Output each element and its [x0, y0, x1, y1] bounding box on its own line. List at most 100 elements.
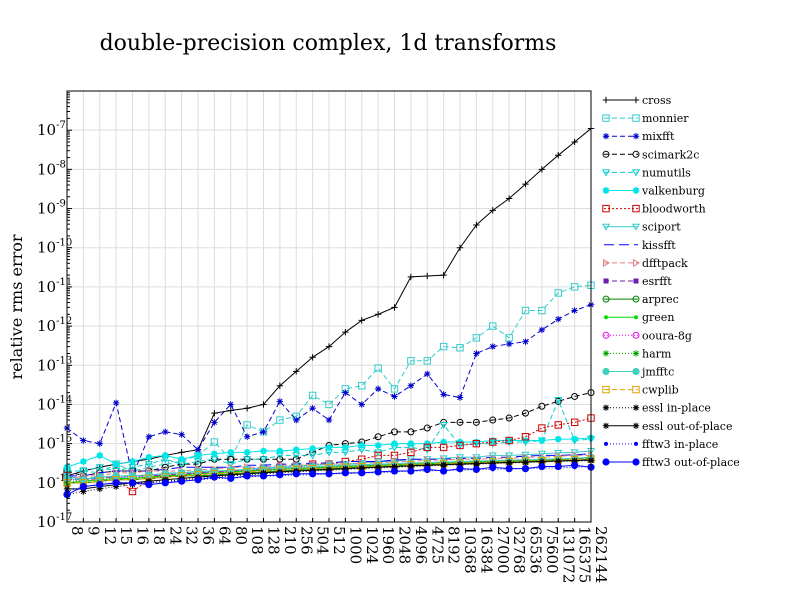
- data-point-mixfft: [309, 405, 316, 412]
- data-point-valkenburg: [243, 449, 251, 456]
- data-point-monnier: [325, 400, 333, 409]
- data-point-cross: [211, 409, 218, 417]
- y-tick-label: 10-12: [37, 316, 72, 335]
- legend-entry-fftw3-out-of-place: fftw3 out-of-place: [602, 456, 740, 469]
- legend-entry-scimark2c: scimark2c: [602, 148, 699, 161]
- data-point-fftw3-out-of-place: [407, 467, 415, 475]
- series-line-numutils: [67, 398, 592, 472]
- data-point-valkenburg: [211, 450, 218, 458]
- legend-entry-fftw3-in-place: fftw3 in-place: [604, 438, 718, 451]
- y-tick-label: 10-9: [37, 199, 66, 218]
- data-point-mixfft: [260, 428, 267, 436]
- x-tick-label: 24: [166, 526, 184, 545]
- data-point-fftw3-out-of-place: [309, 470, 317, 478]
- data-point-valkenburg: [538, 437, 546, 444]
- data-point-monnier: [439, 342, 448, 351]
- data-point-valkenburg: [424, 440, 431, 447]
- data-point-fftw3-out-of-place: [128, 479, 137, 487]
- series-line-dfftpack: [66, 454, 591, 481]
- data-point-valkenburg: [194, 452, 202, 459]
- legend-label-arprec: arprec: [642, 293, 679, 306]
- data-point-scimark2c: [472, 418, 480, 426]
- data-point-monnier: [407, 357, 415, 365]
- y-tick-label: 10-17: [37, 512, 72, 531]
- legend-entry-numutils: numutils: [601, 166, 691, 179]
- y-tick-label: 10-10: [37, 238, 72, 257]
- x-tick-label: 262144: [592, 526, 610, 583]
- data-point-monnier: [210, 438, 219, 446]
- data-point-cross: [276, 382, 284, 389]
- data-point-essl-out-of-place: [571, 457, 578, 464]
- data-point-fftw3-out-of-place: [227, 474, 235, 482]
- data-point-numutils: [95, 464, 104, 472]
- data-point-valkenburg: [522, 437, 529, 444]
- x-tick-label: 18: [150, 526, 168, 545]
- data-point-fftw3-out-of-place: [292, 470, 300, 478]
- data-point-mixfft: [276, 398, 284, 405]
- legend-marker-sciport: [601, 223, 611, 231]
- data-point-essl-out-of-place: [325, 466, 333, 473]
- data-point-scimark2c: [292, 455, 300, 463]
- data-point-cross: [243, 405, 251, 412]
- y-axis-label: relative rms error: [7, 234, 26, 379]
- x-tick-label: 16: [134, 526, 152, 545]
- data-point-fftw3-out-of-place: [210, 473, 218, 481]
- data-point-cross: [293, 368, 300, 375]
- data-point-monnier: [276, 416, 284, 424]
- legend-label-essl-in-place: essl in-place: [642, 402, 711, 415]
- data-point-mixfft: [325, 416, 333, 424]
- grid: [66, 91, 592, 523]
- data-point-cross: [555, 151, 562, 159]
- data-point-fftw3-out-of-place: [325, 470, 333, 478]
- legend-marker-fftw3-out-of-place: [602, 458, 610, 466]
- data-point-mixfft: [456, 394, 464, 401]
- data-point-mixfft: [505, 340, 513, 348]
- data-point-cross: [571, 138, 578, 146]
- y-tick-label: 10-13: [37, 355, 72, 374]
- legend-label-dfftpack: dfftpack: [642, 257, 688, 270]
- legend-marker-jmfftc: [602, 367, 610, 376]
- data-point-cross: [260, 401, 267, 408]
- legend-entry-esrfft: esrfft: [603, 275, 672, 288]
- series-line-mixfft: [66, 304, 592, 478]
- data-point-mixfft: [112, 399, 120, 407]
- data-point-bloodworth: [439, 443, 448, 452]
- data-point-valkenburg: [96, 452, 103, 459]
- data-point-mixfft: [194, 446, 202, 453]
- legend-entry-sciport: sciport: [601, 221, 681, 234]
- data-point-scimark2c: [522, 409, 529, 417]
- data-point-valkenburg: [276, 447, 284, 455]
- data-point-jmfftc: [243, 465, 251, 474]
- data-point-mixfft: [391, 393, 398, 400]
- legend-label-kissfft: kissfft: [642, 239, 676, 252]
- x-tick-label: 108: [248, 526, 266, 555]
- data-point-fftw3-out-of-place: [374, 468, 382, 476]
- y-tick-label: 10-7: [37, 120, 66, 139]
- legend-marker-arprec: [632, 295, 640, 303]
- x-tick-label: 80: [232, 526, 250, 545]
- legend-entry-ooura-8g: ooura-8g: [602, 329, 692, 342]
- legend-marker-jmfftc: [632, 367, 640, 376]
- data-point-essl-out-of-place: [473, 460, 480, 467]
- legend-label-jmfftc: jmfftc: [640, 366, 674, 379]
- legend-label-esrfft: esrfft: [642, 275, 672, 288]
- x-tick-label: 128: [265, 526, 283, 555]
- data-point-fftw3-out-of-place: [79, 483, 87, 491]
- data-point-bloodworth: [128, 487, 137, 496]
- data-point-monnier: [308, 391, 317, 400]
- legend-marker-valkenburg: [602, 187, 610, 194]
- series-valkenburg: [63, 434, 595, 471]
- data-point-mixfft: [162, 428, 169, 436]
- legend-marker-cwplib: [602, 385, 610, 394]
- legend-entry-jmfftc: jmfftc: [602, 366, 674, 379]
- legend-marker-harm: [632, 350, 640, 357]
- data-point-valkenburg: [80, 458, 87, 465]
- data-point-mixfft: [243, 433, 251, 440]
- data-point-valkenburg: [227, 449, 234, 456]
- data-point-mixfft: [293, 416, 300, 424]
- legend-marker-green: [634, 315, 638, 320]
- data-point-fftw3-out-of-place: [472, 465, 480, 474]
- data-point-mixfft: [358, 401, 365, 408]
- series-cross: [63, 125, 595, 480]
